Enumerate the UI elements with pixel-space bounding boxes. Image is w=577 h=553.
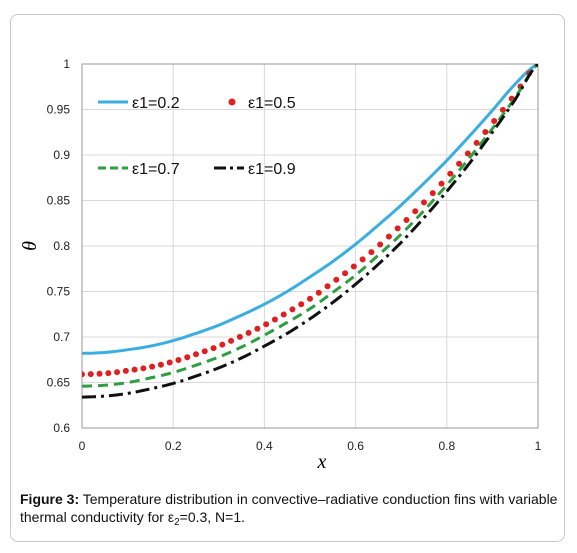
plot-area — [81, 63, 539, 429]
x-tick-labels: 0 0.2 0.4 0.6 0.8 1 — [79, 439, 542, 453]
figure-caption: Figure 3: Temperature distribution in co… — [20, 490, 565, 528]
series-2-point — [429, 190, 436, 197]
series-2-point — [201, 348, 208, 355]
x-tick-label: 0.6 — [347, 439, 364, 453]
series-2-point — [342, 270, 349, 277]
chart: 0.6 0.65 0.7 0.75 0.8 0.85 0.9 0.95 1 0 0.2 0.4 0.6… — [19, 57, 542, 473]
y-axis-label: θ — [19, 241, 41, 251]
series-2-point — [245, 329, 252, 336]
series-2-point — [438, 180, 445, 187]
series-2-point — [105, 370, 112, 377]
series-2-point — [359, 256, 366, 263]
series-2-point — [412, 208, 419, 215]
series-2-point — [263, 321, 270, 328]
series-2-point — [82, 371, 85, 378]
series-2-point — [394, 225, 401, 232]
series-2-point — [491, 117, 498, 124]
x-tick-label: 0.4 — [256, 439, 273, 453]
series-2-point — [324, 283, 331, 290]
y-tick-label: 0.8 — [53, 239, 70, 253]
series-2-point — [473, 139, 480, 146]
y-tick-label: 0.95 — [47, 103, 71, 117]
y-tick-labels: 0.6 0.65 0.7 0.75 0.8 0.85 0.9 0.95 1 — [47, 57, 71, 435]
y-tick-label: 0.9 — [53, 148, 70, 162]
x-tick-label: 1 — [535, 439, 542, 453]
gridlines — [81, 63, 539, 429]
series-2-point — [271, 316, 278, 323]
series-2-point — [298, 301, 305, 308]
x-tick-label: 0.8 — [438, 439, 455, 453]
series-2-point — [350, 263, 357, 270]
caption-label: Figure 3: — [20, 491, 80, 507]
series-3-line — [82, 64, 538, 388]
x-axis-label: x — [317, 451, 327, 473]
series-2-point — [157, 361, 164, 368]
series-2-point — [307, 295, 313, 302]
legend-label-4: ε1=0.9 — [248, 161, 296, 178]
series-group — [82, 64, 538, 399]
series-2-point — [482, 128, 489, 135]
y-tick-label: 0.6 — [53, 421, 70, 435]
series-2-point — [114, 369, 121, 376]
y-tick-label: 0.65 — [47, 376, 71, 390]
legend: ε1=0.2 ε1=0.5 ε1=0.7 ε1=0.9 — [98, 95, 296, 178]
series-2-point — [175, 357, 182, 364]
series-1-line — [82, 64, 538, 355]
series-2-point — [333, 276, 340, 283]
series-2-point — [447, 170, 454, 177]
caption-tail: =0.3, N=1. — [179, 509, 246, 525]
series-2-point — [464, 150, 471, 157]
series-2-point — [219, 341, 226, 348]
series-2-point — [184, 354, 191, 361]
series-2-point — [421, 199, 427, 206]
caption-subscript: 2 — [174, 517, 180, 528]
series-2-point — [385, 233, 392, 240]
series-2-point — [289, 306, 296, 313]
series-2-point — [368, 249, 375, 256]
series-2-point — [122, 367, 129, 374]
y-tick-label: 0.75 — [47, 285, 71, 299]
series-2-point — [280, 311, 287, 318]
series-2-point — [499, 106, 506, 113]
series-2-point — [96, 370, 103, 377]
legend-label-3: ε1=0.7 — [132, 161, 180, 178]
x-tick-label: 0 — [79, 439, 86, 453]
legend-marker-2 — [228, 98, 236, 106]
y-tick-label: 1 — [63, 57, 70, 71]
series-2-point — [140, 365, 147, 372]
series-2-point — [166, 359, 173, 366]
y-tick-label: 0.85 — [47, 194, 71, 208]
series-2-point — [87, 371, 94, 378]
series-2-point — [131, 366, 138, 373]
series-2-point — [377, 241, 384, 248]
series-2-point — [210, 345, 217, 352]
series-2-point — [315, 289, 322, 296]
caption-text: Temperature distribution in convective–r… — [20, 491, 558, 525]
series-2-point — [228, 337, 235, 344]
series-2-point — [403, 216, 410, 223]
legend-label-2: ε1=0.5 — [248, 95, 296, 112]
series-2-point — [254, 325, 261, 332]
series-2-point — [456, 160, 463, 167]
series-2-point — [236, 333, 243, 340]
legend-label-1: ε1=0.2 — [132, 95, 180, 112]
series-2-point — [193, 351, 199, 358]
series-2-point — [149, 363, 156, 370]
series-4-line — [82, 64, 538, 399]
x-tick-label: 0.2 — [165, 439, 182, 453]
y-tick-label: 0.7 — [53, 330, 70, 344]
